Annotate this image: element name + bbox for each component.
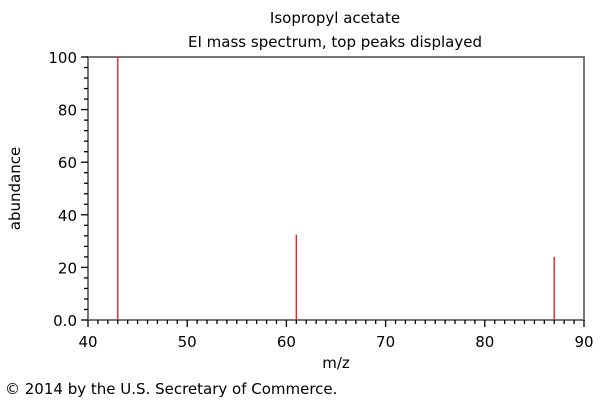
x-tick-label: 60 xyxy=(277,333,296,351)
x-axis-label: m/z xyxy=(322,354,350,372)
x-tick-label: 40 xyxy=(78,333,97,351)
x-tick-label: 90 xyxy=(574,333,593,351)
y-tick-label: 60 xyxy=(58,154,77,172)
x-tick-label: 80 xyxy=(475,333,494,351)
chart-subtitle: EI mass spectrum, top peaks displayed xyxy=(188,33,482,51)
copyright-notice: © 2014 by the U.S. Secretary of Commerce… xyxy=(5,380,338,398)
y-tick-label: 0.0 xyxy=(53,312,77,330)
x-tick-label: 50 xyxy=(178,333,197,351)
y-tick-label: 80 xyxy=(58,102,77,120)
chart-title: Isopropyl acetate xyxy=(269,9,401,27)
y-axis-label: abundance xyxy=(6,147,24,230)
y-tick-label: 100 xyxy=(48,49,77,67)
x-tick-label: 70 xyxy=(376,333,395,351)
y-tick-label: 40 xyxy=(58,207,77,225)
y-tick-label: 20 xyxy=(58,259,77,277)
plot-frame xyxy=(87,56,585,321)
